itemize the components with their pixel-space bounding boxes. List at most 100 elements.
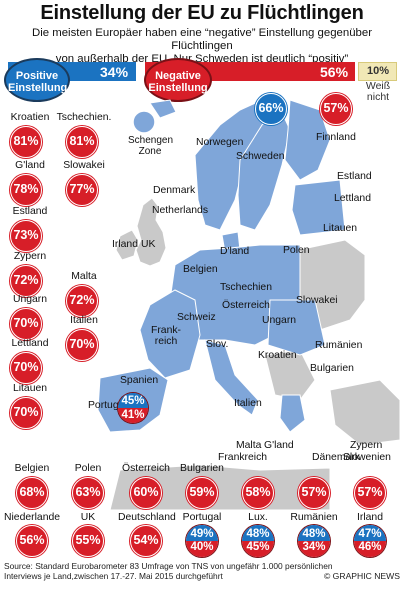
schengen-label-2: Zone (138, 146, 162, 157)
second-col-bubble-1: 77% (66, 174, 98, 206)
map-label-oesterreich: Österreich (222, 300, 270, 311)
map-ireland (115, 229, 139, 261)
map-label-rumaenien: Rumänien (315, 340, 363, 351)
row2-bubble-3: 49% 40% (186, 525, 218, 557)
left-col-bubble-4: 70% (10, 308, 42, 340)
dontknow-label-line-2: nicht (366, 91, 390, 103)
row2-bubble-6-positive: 47% (354, 525, 386, 541)
bubble-finnland: 57% (320, 93, 352, 125)
row2-label-1: UK (80, 512, 96, 523)
left-col-label-1: G'land (15, 160, 45, 171)
left-col-label-2: Estland (12, 206, 48, 217)
second-col-bubble-2: 72% (66, 285, 98, 317)
map-label-spanien: Spanien (120, 375, 159, 386)
map-italy (204, 339, 259, 416)
map-label-uk: UK (141, 239, 156, 250)
map-france (139, 289, 201, 379)
row2-bubble-1: 55% (72, 525, 104, 557)
row1-bubble-6: 57% (354, 477, 386, 509)
row2-bubble-5: 48% 34% (298, 525, 330, 557)
bubble-spanien: 45% 41% (118, 393, 148, 423)
row2-label-2: Deutschland (118, 512, 176, 523)
left-col-bubble-2: 73% (10, 220, 42, 252)
label-slowenien: Slowenien (343, 452, 391, 463)
second-col-label-3: Italien (70, 315, 98, 326)
row1-bubble-4: 58% (242, 477, 274, 509)
row2-bubble-6: 47% 46% (354, 525, 386, 557)
row1-bubble-1: 63% (72, 477, 104, 509)
bubble-schweden: 66% (255, 93, 287, 125)
map-label-frankreich: Frank- reich (148, 325, 184, 347)
left-col-label-4: Ungarn (12, 294, 48, 305)
left-col-bubble-6: 70% (10, 397, 42, 429)
map-greece (279, 394, 306, 433)
row2-bubble-5-positive: 48% (298, 525, 330, 541)
row2-label-5: Rumänien (290, 512, 338, 523)
row2-bubble-4-positive: 48% (242, 525, 274, 541)
row2-label-3: Portugal (182, 512, 222, 523)
left-col-label-3: Zypern (13, 251, 47, 262)
dontknow-label-line-1: Weiß (365, 80, 391, 92)
map-africa (109, 464, 331, 511)
negative-label: Negative Einstellung (148, 70, 208, 94)
map-iceland (149, 99, 177, 119)
map-label-polen: Polen (283, 245, 310, 256)
bubble-spanien-neg: 41% (118, 408, 148, 423)
schengen-label-1: Schengen (128, 135, 174, 146)
map-label-frankreich-2: reich (154, 336, 178, 347)
label-daenemark: Dänemark (312, 452, 360, 463)
map-turkey (329, 379, 401, 446)
left-col-bubble-3: 72% (10, 265, 42, 297)
negative-label-line-1: Negative (155, 70, 201, 82)
left-col-bubble-5: 70% (10, 352, 42, 384)
row2-bubble-3-positive: 49% (186, 525, 218, 541)
row1-label-0: Belgien (14, 463, 50, 474)
map-label-schweden: Schweden (236, 151, 285, 162)
label-frankreich: Frankreich (218, 452, 268, 463)
row2-bubble-2: 54% (130, 525, 162, 557)
second-col-bubble-0: 81% (66, 126, 98, 158)
source-note: Source: Standard Eurobarometer 83 Umfrag… (4, 561, 400, 581)
schengen-legend-dot (132, 110, 156, 134)
map-label-norwegen: Norwegen (196, 137, 244, 148)
left-col-label-0: Kroatien (10, 112, 50, 123)
second-col-label-0: Tschechien. (56, 112, 112, 123)
map-label-schweiz: Schweiz (177, 312, 216, 323)
page-title: Einstellung der EU zu Flüchtlingen (40, 2, 364, 24)
map-label-denmark: Denmark (153, 185, 196, 196)
map-label-portugal: Portugal (88, 400, 127, 411)
dontknow-bar (358, 62, 397, 81)
left-col-bubble-1: 78% (10, 174, 42, 206)
row1-label-1: Polen (74, 463, 102, 474)
dontknow-value: 10% (367, 65, 390, 77)
map-label-ungarn: Ungarn (262, 315, 297, 326)
positive-label-line-2: Einstellung (8, 82, 68, 94)
label-g-land: G'land (264, 440, 294, 451)
row2-bubble-5-negative: 34% (298, 541, 330, 557)
negative-bubble (144, 58, 212, 102)
label-malta: Malta (236, 440, 262, 451)
row2-bubble-4: 48% 45% (242, 525, 274, 557)
row1-bubble-5: 57% (298, 477, 330, 509)
positive-value: 34% (100, 64, 129, 80)
label-zypern: Zypern (350, 440, 383, 451)
positive-label: Positive Einstellung (8, 70, 68, 94)
credit: © GRAPHIC NEWS (323, 571, 400, 581)
row1-label-2: Österreich (122, 463, 170, 474)
map-label-netherlands: Netherlands (152, 205, 209, 216)
map-label-finnland: Finnland (316, 132, 356, 143)
row2-label-4: Lux. (248, 512, 268, 523)
positive-label-line-1: Positive (15, 70, 59, 82)
row1-label-3: Bulgarien (180, 463, 224, 474)
positive-bubble (4, 58, 70, 102)
row2-label-6: Irland (357, 512, 383, 523)
negative-label-line-2: Einstellung (148, 82, 208, 94)
map-eastern (267, 299, 326, 356)
map-label-litauen: Litauen (323, 223, 358, 234)
map-label-irland: Irland (112, 239, 138, 250)
negative-value: 56% (320, 64, 349, 80)
row1-bubble-0: 68% (16, 477, 48, 509)
map-label-slov: Slov. (206, 339, 229, 350)
